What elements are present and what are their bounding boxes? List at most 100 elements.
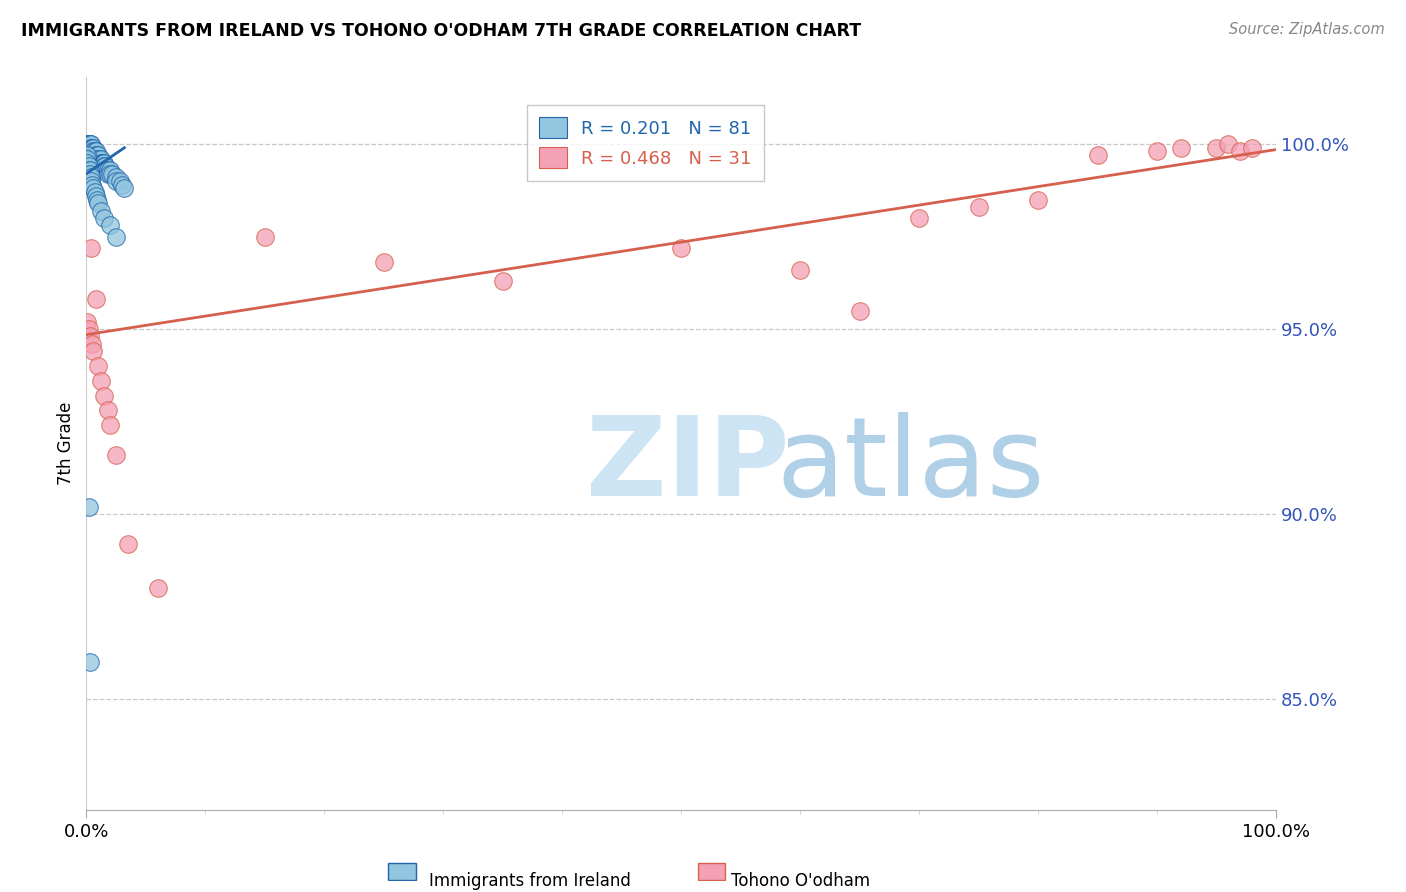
Point: [98, 219, 121, 233]
Point: [83, 145, 105, 159]
Point: [80, 170, 103, 185]
Point: [253, 229, 276, 244]
Point: [79, 167, 101, 181]
Point: [77, 159, 100, 173]
Point: [93, 389, 115, 403]
Point: [1087, 148, 1109, 162]
Point: [82, 178, 104, 192]
Point: [80, 152, 103, 166]
Point: [1170, 141, 1192, 155]
Point: [84, 293, 107, 307]
Point: [373, 255, 395, 269]
Point: [83, 148, 105, 162]
Point: [76, 148, 98, 162]
Point: [76, 155, 98, 169]
Point: [93, 159, 115, 173]
Point: [77, 141, 100, 155]
Point: [82, 344, 104, 359]
Point: [84, 148, 107, 162]
Point: [98, 163, 121, 178]
Text: IMMIGRANTS FROM IRELAND VS TOHONO O'ODHAM 7TH GRADE CORRELATION CHART: IMMIGRANTS FROM IRELAND VS TOHONO O'ODHA…: [21, 22, 862, 40]
Point: [83, 152, 105, 166]
Point: [1218, 136, 1240, 151]
Point: [1241, 141, 1264, 155]
Point: [87, 148, 110, 162]
Point: [76, 141, 98, 155]
Point: [79, 148, 101, 162]
Point: [80, 148, 103, 162]
Text: Source: ZipAtlas.com: Source: ZipAtlas.com: [1229, 22, 1385, 37]
Text: Tohono O'odham: Tohono O'odham: [731, 872, 870, 890]
Point: [76, 136, 98, 151]
Point: [84, 189, 107, 203]
Point: [82, 145, 104, 159]
Point: [82, 141, 104, 155]
Point: [669, 241, 692, 255]
Point: [908, 211, 931, 225]
Point: [90, 159, 112, 173]
Point: [87, 152, 110, 166]
Point: [1205, 141, 1227, 155]
Point: [84, 152, 107, 166]
Point: [1146, 145, 1168, 159]
Point: [86, 193, 108, 207]
Point: [80, 241, 103, 255]
Text: Immigrants from Ireland: Immigrants from Ireland: [429, 872, 631, 890]
Point: [76, 136, 98, 151]
Text: ZIP: ZIP: [586, 412, 789, 519]
Point: [117, 537, 139, 551]
Point: [105, 448, 128, 462]
Point: [967, 200, 990, 214]
Point: [82, 152, 104, 166]
Point: [80, 141, 103, 155]
Point: [87, 359, 110, 373]
FancyBboxPatch shape: [388, 863, 416, 880]
Point: [90, 203, 112, 218]
Point: [91, 159, 114, 173]
Legend: R = 0.201   N = 81, R = 0.468   N = 31: R = 0.201 N = 81, R = 0.468 N = 31: [527, 104, 763, 181]
Point: [77, 145, 100, 159]
Point: [89, 155, 111, 169]
Point: [93, 155, 115, 169]
Point: [105, 170, 128, 185]
Point: [84, 145, 107, 159]
Point: [82, 181, 104, 195]
Point: [77, 141, 100, 155]
Point: [83, 185, 105, 199]
Point: [77, 145, 100, 159]
Point: [90, 155, 112, 169]
Point: [90, 152, 112, 166]
Point: [82, 145, 104, 159]
Point: [111, 178, 134, 192]
FancyBboxPatch shape: [697, 863, 725, 880]
Point: [77, 136, 100, 151]
Point: [91, 155, 114, 169]
Point: [80, 145, 103, 159]
Point: [97, 403, 120, 417]
Point: [1026, 193, 1049, 207]
Point: [80, 136, 103, 151]
Point: [77, 163, 100, 178]
Point: [108, 174, 131, 188]
Point: [86, 148, 108, 162]
Point: [97, 167, 120, 181]
Point: [789, 263, 811, 277]
Point: [76, 315, 98, 329]
Point: [98, 418, 121, 433]
Point: [82, 148, 104, 162]
Point: [77, 500, 100, 514]
Point: [82, 337, 104, 351]
Point: [105, 229, 128, 244]
Point: [79, 141, 101, 155]
Point: [79, 163, 101, 178]
Point: [82, 141, 104, 155]
Y-axis label: 7th Grade: 7th Grade: [58, 402, 75, 485]
Point: [79, 655, 101, 669]
Point: [146, 581, 169, 595]
Point: [77, 136, 100, 151]
Point: [79, 141, 101, 155]
Point: [90, 374, 112, 388]
Point: [79, 136, 101, 151]
Point: [94, 163, 117, 178]
Point: [1229, 145, 1251, 159]
